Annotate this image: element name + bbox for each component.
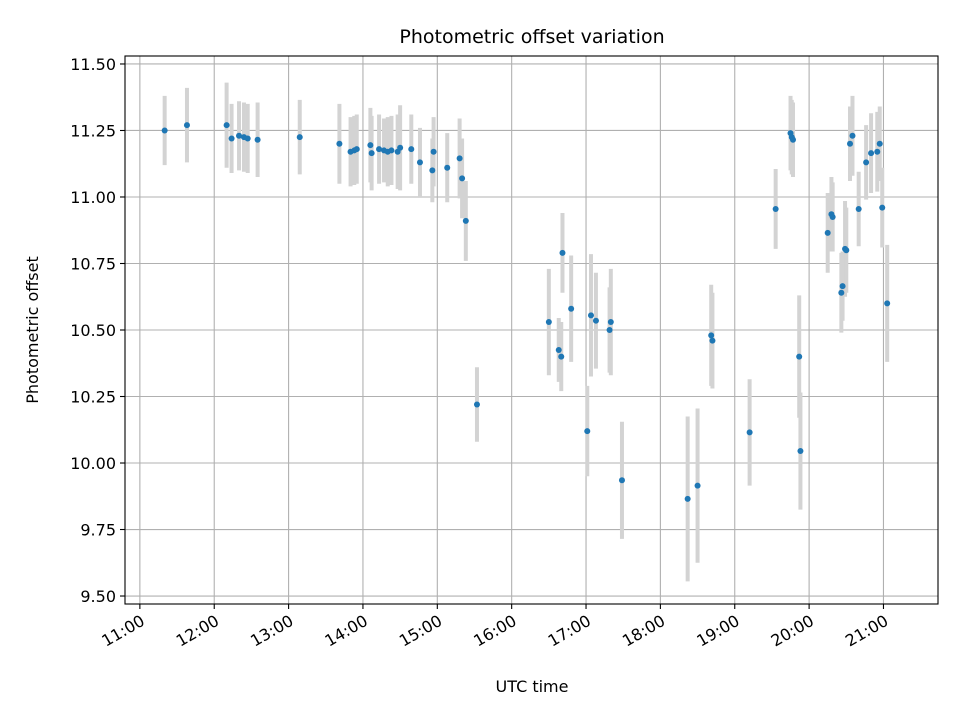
x-axis-label: UTC time [496,677,569,696]
y-tick-label: 11.50 [70,55,116,74]
data-point [408,146,415,153]
chart-title: Photometric offset variation [399,26,664,48]
data-point [353,146,360,153]
y-tick-label: 10.75 [70,254,116,273]
y-tick-label: 11.00 [70,188,116,207]
y-tick-label: 9.75 [80,521,116,540]
data-point [606,327,613,333]
data-point [879,204,886,211]
data-point [416,159,423,166]
data-point [555,346,562,353]
data-point [254,136,261,143]
point-layer [161,122,891,502]
data-point [843,247,850,254]
y-tick-label: 10.25 [70,388,116,407]
data-point [367,142,374,149]
data-point [336,140,343,147]
data-point [430,148,437,155]
y-axis-label: Photometric offset [23,256,42,404]
data-point [839,283,846,290]
data-point [772,205,779,212]
data-point [397,144,404,151]
data-point [876,140,883,147]
data-point [607,319,614,326]
data-point [863,159,870,166]
data-point [592,317,599,324]
data-point [796,353,803,360]
data-point [868,150,875,157]
data-point [368,150,375,157]
data-point [161,127,168,134]
data-point [473,401,480,408]
data-point [228,135,235,142]
data-point [456,155,463,162]
data-point [874,148,881,155]
data-point [459,175,466,182]
data-point [223,122,230,129]
data-point [694,482,701,489]
data-point [884,300,891,307]
data-point [684,495,691,502]
data-point [429,167,436,174]
data-point [855,205,862,212]
data-point [829,213,836,220]
y-tick-label: 10.50 [70,321,116,340]
data-point [462,217,469,224]
data-point [789,136,796,143]
data-point [568,305,575,312]
data-point [559,249,566,256]
data-point [587,312,594,319]
data-point [236,132,243,139]
data-point [244,135,251,142]
data-point [708,332,715,339]
data-point [618,477,625,484]
data-point [838,289,845,296]
data-point [183,122,190,129]
y-tick-label: 11.25 [70,121,116,140]
data-point [824,229,831,236]
data-point [847,140,854,147]
grid-layer [125,56,938,604]
data-point [376,146,383,153]
data-point [558,353,565,360]
y-tick-label: 10.00 [70,454,116,473]
data-point [444,164,451,171]
data-point [709,337,716,344]
y-tick-label: 9.50 [80,587,116,606]
data-point [797,448,804,455]
data-point [388,147,395,154]
plot-frame [124,55,939,605]
data-point [746,429,753,436]
data-point [584,428,591,435]
data-point [545,319,552,326]
data-point [849,132,856,139]
data-point [296,134,303,141]
